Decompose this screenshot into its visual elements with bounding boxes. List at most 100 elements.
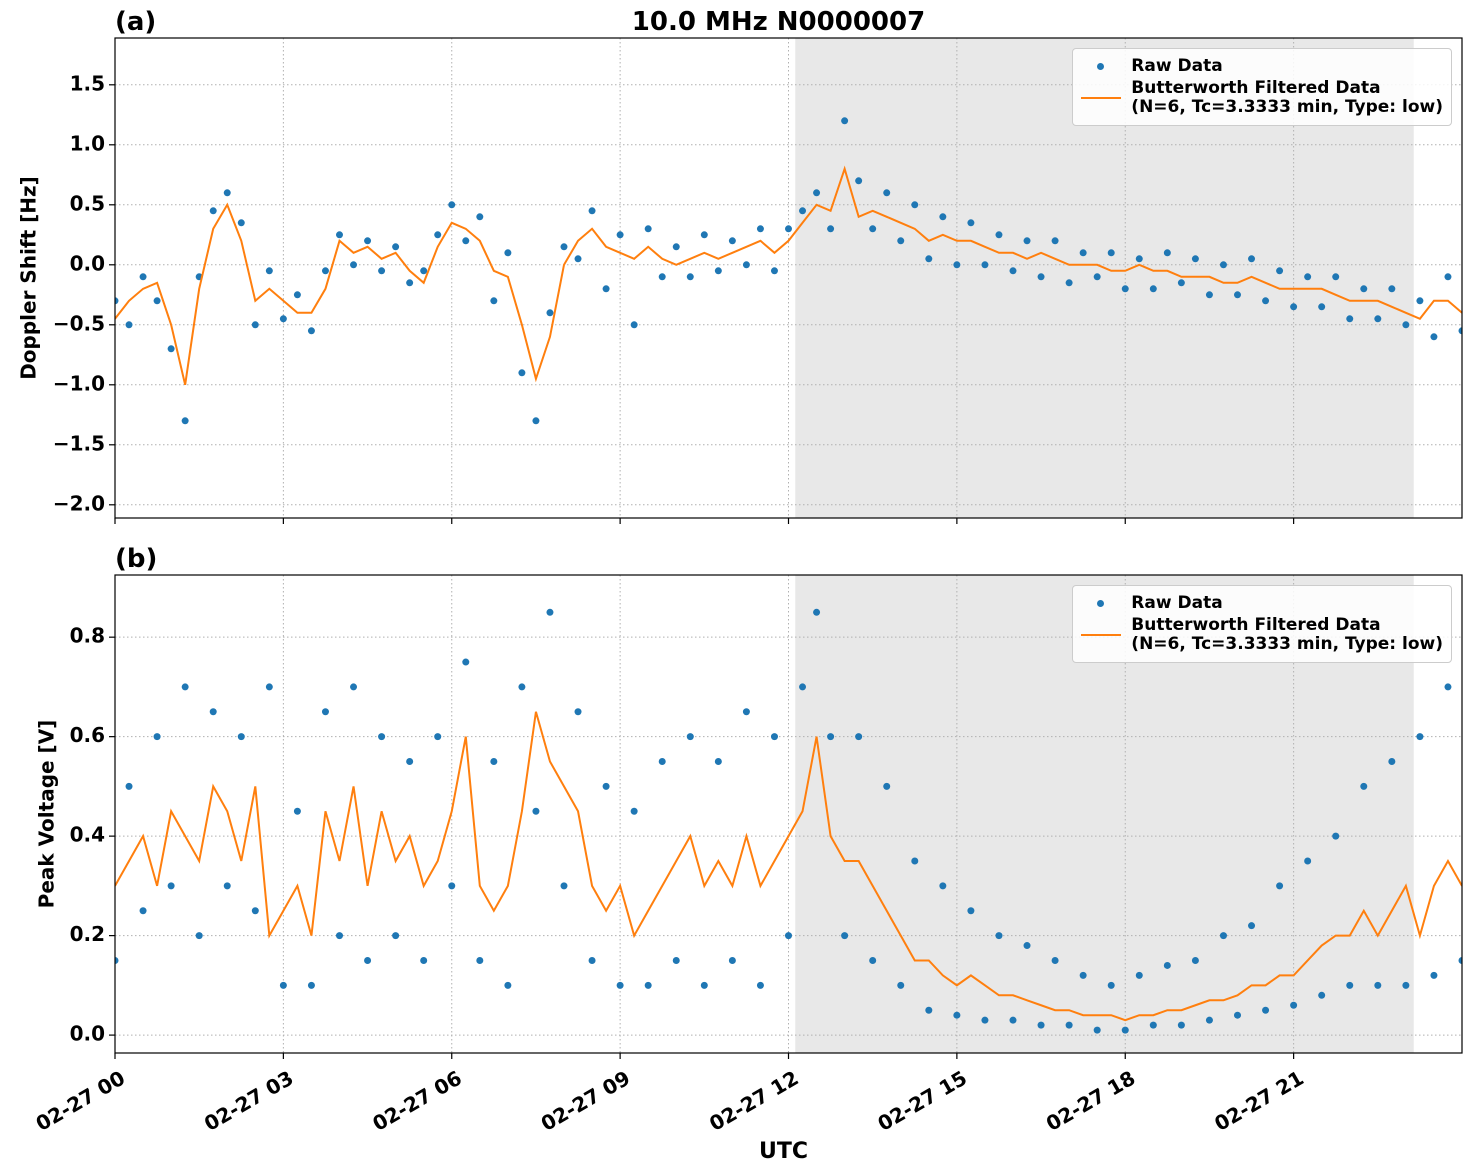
raw-point — [1079, 971, 1087, 979]
raw-point — [1458, 956, 1462, 964]
raw-point — [869, 225, 877, 233]
raw-point — [293, 291, 301, 299]
raw-point — [1177, 279, 1185, 287]
raw-point — [770, 733, 778, 741]
raw-point — [153, 297, 161, 305]
x-tick-label: 02-27 03 — [200, 1066, 298, 1136]
raw-point — [279, 315, 287, 323]
raw-point — [1037, 273, 1045, 281]
raw-point — [125, 782, 133, 790]
raw-point — [588, 207, 596, 215]
x-tick-label: 02-27 00 — [32, 1066, 130, 1136]
y-tick-label: −0.5 — [53, 311, 105, 335]
raw-point — [1079, 249, 1087, 257]
raw-point — [1121, 1026, 1129, 1034]
raw-point — [378, 267, 386, 275]
raw-point — [602, 285, 610, 293]
raw-point — [1430, 333, 1438, 341]
raw-point — [420, 267, 428, 275]
raw-point — [181, 683, 189, 691]
panel-label: (b) — [115, 544, 157, 574]
raw-point — [321, 708, 329, 716]
raw-point — [1402, 981, 1410, 989]
legend: Raw Data Butterworth Filtered Data (N=6, … — [1072, 585, 1452, 663]
raw-point — [644, 981, 652, 989]
raw-point — [462, 658, 470, 666]
x-tick-label: 02-27 12 — [705, 1066, 803, 1136]
raw-point — [827, 225, 835, 233]
y-axis-label: Peak Voltage [V] — [35, 720, 59, 909]
raw-point — [1318, 303, 1326, 311]
raw-point — [1388, 285, 1396, 293]
x-tick-label: 02-27 06 — [368, 1066, 466, 1136]
y-tick-label: −1.5 — [53, 431, 105, 455]
raw-point — [518, 683, 526, 691]
raw-point — [841, 932, 849, 940]
raw-point — [1402, 321, 1410, 329]
raw-point — [1416, 733, 1424, 741]
raw-point — [406, 758, 414, 766]
raw-point — [1191, 255, 1199, 263]
raw-point — [560, 882, 568, 890]
raw-point — [1009, 267, 1017, 275]
raw-point — [1051, 956, 1059, 964]
raw-point — [967, 907, 975, 915]
chart-title: 10.0 MHz N0000007 — [632, 7, 925, 37]
y-tick-label: 0.4 — [70, 823, 105, 847]
raw-point — [700, 231, 708, 239]
legend-entry: Butterworth Filtered Data (N=6, Tc=3.333… — [1081, 616, 1443, 654]
y-tick-label: −1.0 — [53, 371, 105, 395]
raw-point — [1430, 971, 1438, 979]
raw-point — [686, 273, 694, 281]
raw-point — [728, 956, 736, 964]
raw-point — [1332, 832, 1340, 840]
raw-point — [560, 243, 568, 251]
legend-label: Raw Data — [1131, 56, 1223, 76]
y-tick-label: 0.0 — [70, 251, 105, 275]
raw-point — [307, 327, 315, 335]
raw-point — [658, 758, 666, 766]
raw-point — [1388, 758, 1396, 766]
raw-point — [504, 249, 512, 257]
raw-point — [434, 733, 442, 741]
raw-point — [616, 981, 624, 989]
raw-point — [181, 417, 189, 425]
raw-point — [827, 733, 835, 741]
raw-point — [925, 255, 933, 263]
raw-point — [1163, 961, 1171, 969]
raw-point — [953, 1011, 961, 1019]
raw-point — [251, 321, 259, 329]
raw-point — [546, 309, 554, 317]
raw-point — [953, 261, 961, 269]
legend: Raw Data Butterworth Filtered Data (N=6, … — [1072, 48, 1452, 126]
raw-point — [1262, 297, 1270, 305]
raw-point — [799, 207, 807, 215]
raw-point — [115, 297, 119, 305]
raw-point — [1107, 249, 1115, 257]
y-tick-label: −2.0 — [53, 491, 105, 515]
raw-point — [1416, 297, 1424, 305]
raw-point — [981, 261, 989, 269]
x-tick-label: 02-27 15 — [873, 1066, 971, 1136]
raw-point — [602, 782, 610, 790]
panel-label: (a) — [115, 7, 156, 37]
y-tick-label: 1.5 — [70, 71, 105, 95]
raw-point — [756, 981, 764, 989]
legend-entry: Raw Data — [1081, 594, 1443, 614]
raw-point — [1107, 981, 1115, 989]
raw-point — [448, 201, 456, 209]
raw-point — [1205, 291, 1213, 299]
legend-symbol — [1081, 57, 1121, 77]
raw-point — [1093, 273, 1101, 281]
legend-label: Raw Data — [1131, 593, 1223, 613]
raw-point — [700, 981, 708, 989]
legend-label: Butterworth Filtered Data (N=6, Tc=3.333… — [1131, 78, 1443, 117]
raw-point — [1276, 882, 1284, 890]
raw-point — [364, 956, 372, 964]
plot-area — [115, 117, 1462, 425]
raw-point — [1205, 1016, 1213, 1024]
raw-point — [223, 189, 231, 197]
axes-frame — [114, 574, 1463, 1054]
raw-point — [981, 1016, 989, 1024]
